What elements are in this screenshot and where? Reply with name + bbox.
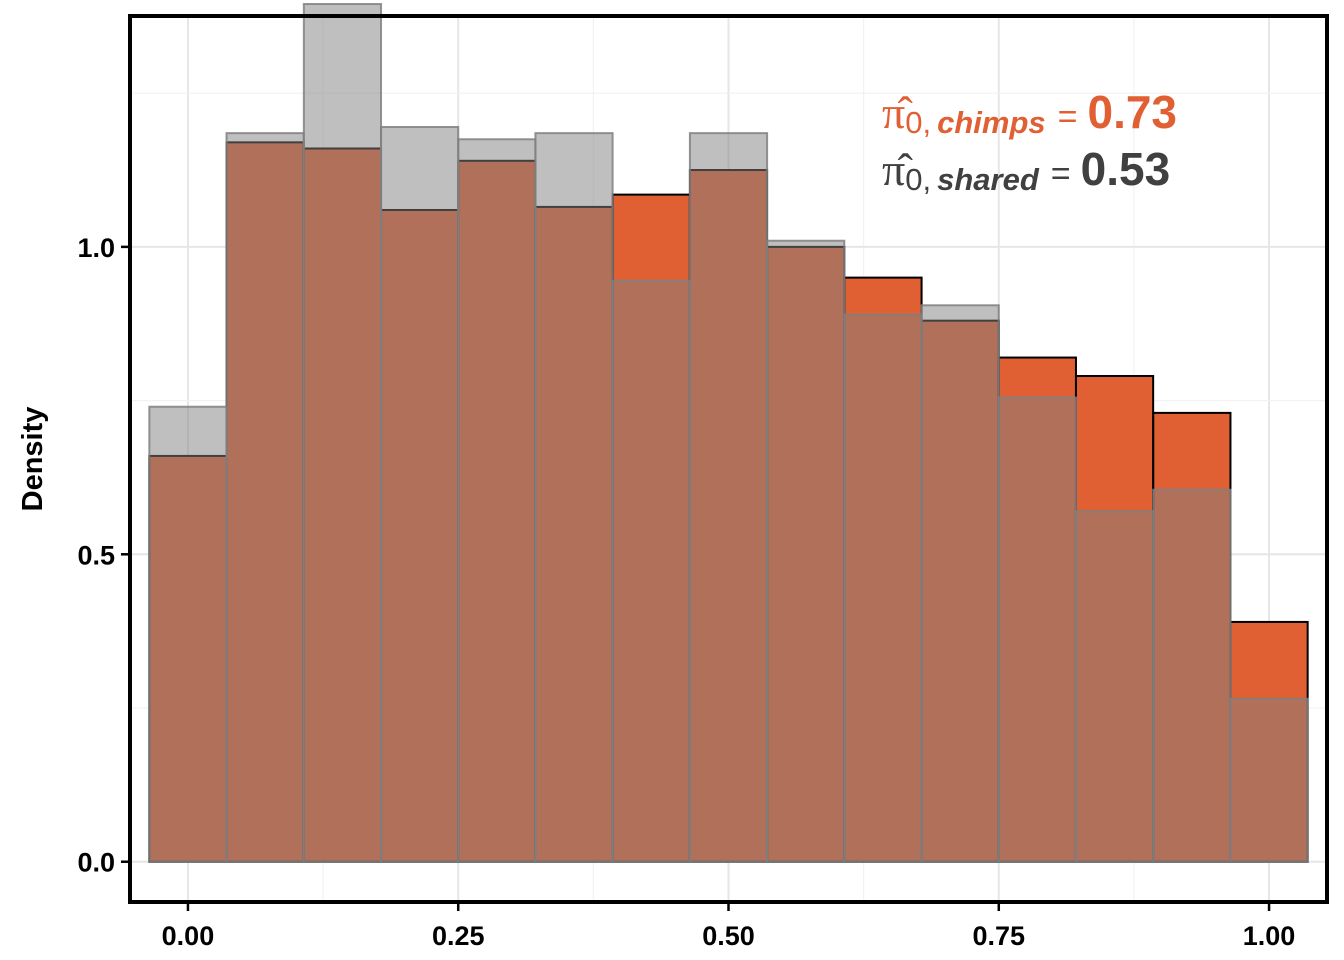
shared-bar-8 <box>766 239 846 863</box>
x-tick-label-3: 0.75 <box>972 921 1025 951</box>
x-axis: 0.00 0.25 0.50 0.75 1.00 <box>162 902 1296 951</box>
y-axis: 0.0 0.5 1.0 <box>77 233 130 878</box>
x-tick-label-2: 0.50 <box>702 921 755 951</box>
pi0-annotations: π̂0, chimps = 0.73π̂0, shared = 0.53 <box>882 86 1177 197</box>
y-axis-title: Density <box>17 407 49 512</box>
pi0-subscript-group-0: chimps <box>937 105 1046 140</box>
y-tick-label-2: 1.0 <box>77 233 115 263</box>
pi0-subscript-group-1: shared <box>937 162 1040 197</box>
x-tick-label-1: 0.25 <box>432 921 485 951</box>
shared-bar-1 <box>225 132 305 863</box>
pi0-annotation-1: π̂0, shared = 0.53 <box>882 143 1170 197</box>
shared-bar-0 <box>148 405 228 863</box>
shared-bar-6 <box>611 279 691 863</box>
pi0-value-0: 0.73 <box>1087 86 1177 138</box>
pi0-annotation-0: π̂0, chimps = 0.73 <box>882 86 1177 140</box>
pi0-value-1: 0.53 <box>1081 143 1171 195</box>
shared-bar-5 <box>534 132 614 863</box>
shared-bar-11 <box>997 396 1077 863</box>
shared-bar-9 <box>843 313 923 863</box>
pi0-subscript-index-0: 0, <box>905 105 931 140</box>
x-tick-label-0: 0.00 <box>162 921 215 951</box>
shared-bar-4 <box>457 138 537 863</box>
histogram-bars <box>148 3 1309 863</box>
y-tick-label-0: 0.0 <box>77 848 115 878</box>
x-tick-label-4: 1.00 <box>1243 921 1296 951</box>
pi0-equals-1: = <box>1051 155 1071 193</box>
pi0-subscript-index-1: 0, <box>905 162 931 197</box>
shared-bar-10 <box>920 304 1000 863</box>
pi0-equals-0: = <box>1058 98 1078 136</box>
shared-bar-13 <box>1152 488 1232 863</box>
shared-bar-14 <box>1229 697 1309 863</box>
shared-bar-7 <box>688 132 769 863</box>
shared-bar-12 <box>1074 510 1155 863</box>
y-tick-label-1: 0.5 <box>77 540 115 570</box>
shared-bar-2 <box>302 3 383 863</box>
shared-bar-3 <box>380 125 460 863</box>
